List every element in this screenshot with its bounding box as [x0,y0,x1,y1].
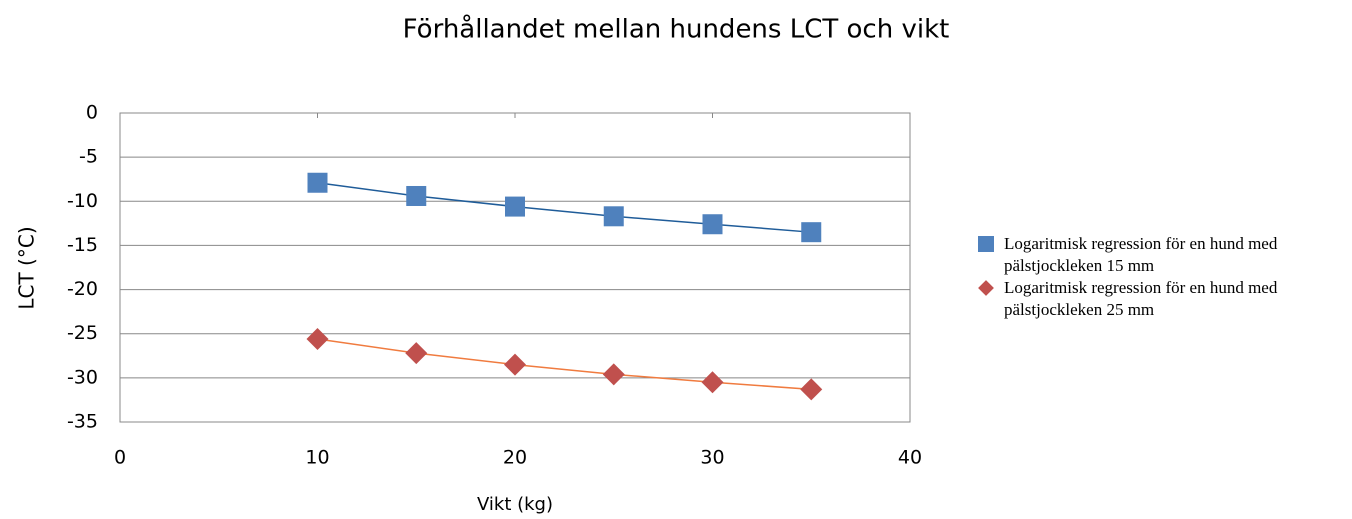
y-tick-label: -15 [67,234,98,256]
plot-area [119,112,911,423]
marker [602,363,625,386]
legend: Logaritmisk regression för en hund med p… [978,233,1328,321]
marker [801,222,822,243]
y-tick-label: -35 [67,411,98,433]
chart-title: Förhållandet mellan hundens LCT och vikt [403,14,950,45]
x-tick-label: 0 [114,447,126,469]
y-tick-label: -25 [67,322,98,344]
x-axis-label: Vikt (kg) [477,494,553,515]
marker [307,172,328,193]
y-tick-label: -5 [79,146,98,168]
y-tick-label: 0 [86,102,98,124]
x-tick-label: 10 [305,447,329,469]
marker [800,378,823,401]
marker [306,328,329,351]
trendline [317,338,812,391]
y-axis-label: LCT (°C) [15,226,39,309]
x-tick-label: 30 [700,447,724,469]
marker [505,196,525,217]
marker [701,371,724,394]
marker [405,342,428,365]
x-tick-label: 40 [898,447,922,469]
trendline [317,182,812,233]
legend-swatch [978,280,994,296]
legend-item: Logaritmisk regression för en hund med p… [978,277,1328,321]
y-tick-label: -10 [67,190,98,212]
legend-label: Logaritmisk regression för en hund med p… [1004,234,1278,275]
marker [406,185,427,206]
legend-swatch [978,236,994,252]
x-tick-label: 20 [503,447,527,469]
marker [504,353,526,376]
legend-label: Logaritmisk regression för en hund med p… [1004,278,1278,319]
marker [603,206,624,227]
marker [702,214,723,235]
y-tick-label: -30 [67,366,98,388]
legend-item: Logaritmisk regression för en hund med p… [978,233,1328,277]
y-tick-label: -20 [67,278,98,300]
